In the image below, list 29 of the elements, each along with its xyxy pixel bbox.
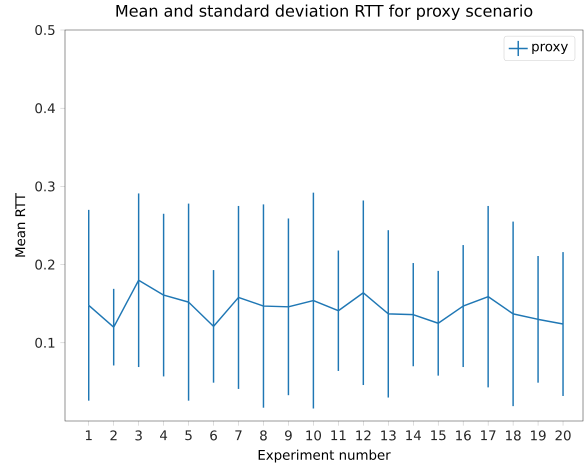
y-tick-label: 0.2 xyxy=(35,260,54,270)
y-tick-label: 0.1 xyxy=(35,338,54,348)
x-tick-label: 9 xyxy=(285,430,292,440)
legend-label: proxy xyxy=(532,44,568,54)
x-tick-label: 13 xyxy=(381,430,396,440)
x-tick-label: 16 xyxy=(456,430,471,440)
y-tick-label: 0.3 xyxy=(35,181,55,192)
x-tick-label: 6 xyxy=(210,430,217,440)
x-tick-label: 10 xyxy=(306,430,321,440)
x-tick-label: 18 xyxy=(506,430,521,440)
x-tick-label: 3 xyxy=(135,430,142,440)
x-axis-title: Experiment number xyxy=(258,450,391,463)
x-tick-label: 11 xyxy=(331,430,346,440)
x-tick-label: 4 xyxy=(160,430,168,440)
y-tick-label: 0.4 xyxy=(35,103,55,114)
chart-title: Mean and standard deviation RTT for proxy scenario xyxy=(116,4,532,20)
x-tick-label: 12 xyxy=(356,430,370,440)
x-tick-label: 5 xyxy=(185,430,192,440)
x-tick-label: 7 xyxy=(235,430,242,440)
x-tick-label: 8 xyxy=(260,430,267,440)
x-tick-label: 19 xyxy=(531,430,546,440)
x-tick-label: 14 xyxy=(406,430,421,440)
x-tick-label: 15 xyxy=(431,430,446,440)
y-tick-label: 0.5 xyxy=(35,24,54,36)
x-tick-label: 1 xyxy=(86,430,92,440)
x-tick-label: 17 xyxy=(481,430,496,440)
x-tick-label: 20 xyxy=(556,430,571,440)
x-tick-label: 2 xyxy=(110,430,117,440)
y-axis-title: Mean RTT xyxy=(15,192,26,257)
